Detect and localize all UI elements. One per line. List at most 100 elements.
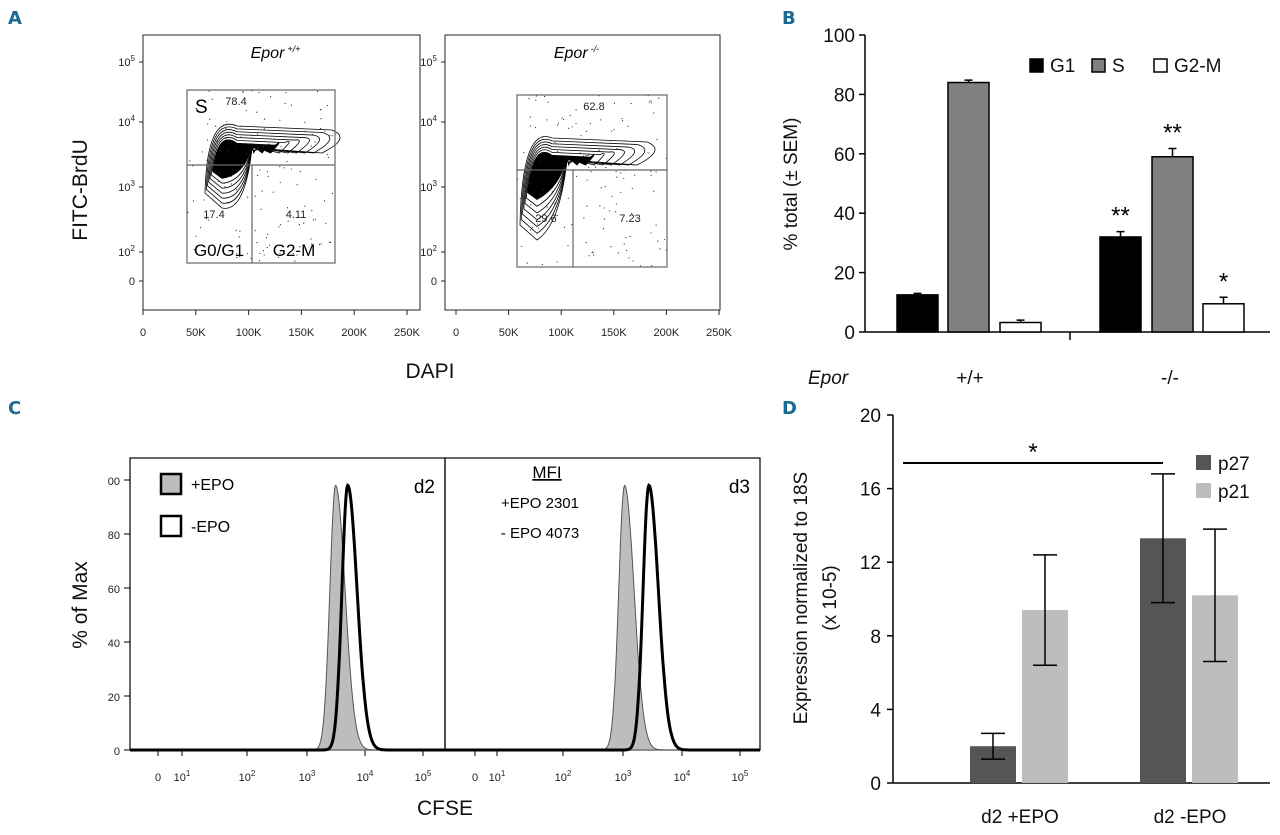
x-tick-label: 150K bbox=[601, 327, 627, 339]
event-dot bbox=[618, 252, 619, 253]
event-dot bbox=[332, 193, 333, 194]
event-dot bbox=[540, 194, 541, 195]
figure: A BC D0 50K 100K 150K 200K 250K010210310410578.… bbox=[0, 0, 1280, 835]
event-dot bbox=[664, 239, 665, 240]
y-tick-label: 8 bbox=[870, 627, 881, 648]
x-tick-label: 103 bbox=[299, 769, 316, 784]
event-dot bbox=[588, 167, 589, 168]
event-dot bbox=[227, 150, 228, 151]
event-dot bbox=[595, 167, 596, 168]
event-dot bbox=[219, 150, 220, 151]
event-dot bbox=[239, 236, 240, 237]
category-label: d2 +EPO bbox=[981, 807, 1059, 828]
gate-label-g2m: G2-M bbox=[273, 241, 316, 260]
event-dot bbox=[278, 226, 279, 227]
y-tick-label: 60 bbox=[108, 584, 120, 596]
event-dot bbox=[544, 96, 545, 97]
event-dot bbox=[616, 148, 617, 149]
event-dot bbox=[209, 119, 210, 120]
event-dot bbox=[651, 102, 652, 103]
event-dot bbox=[551, 193, 552, 194]
gate-value-g2m: 4.11 bbox=[286, 209, 307, 221]
event-dot bbox=[590, 171, 591, 172]
event-dot bbox=[589, 154, 590, 155]
event-dot bbox=[558, 123, 559, 124]
event-dot bbox=[621, 118, 622, 119]
event-dot bbox=[267, 247, 268, 248]
legend-label: +EPO bbox=[191, 477, 234, 494]
event-dot bbox=[586, 131, 587, 132]
y-tick-label: 40 bbox=[108, 638, 120, 650]
event-dot bbox=[315, 219, 316, 220]
event-dot bbox=[575, 109, 576, 110]
event-dot bbox=[520, 198, 521, 199]
legend-swatch-p27 bbox=[1196, 455, 1211, 470]
y-axis-label: % of Max bbox=[69, 561, 92, 649]
event-dot bbox=[610, 140, 611, 141]
event-dot bbox=[538, 161, 539, 162]
event-dot bbox=[247, 197, 248, 198]
significance-marker: * bbox=[1219, 268, 1228, 295]
x-tick-label: 200K bbox=[341, 327, 367, 339]
event-dot bbox=[632, 188, 633, 189]
event-dot bbox=[328, 157, 329, 158]
event-dot bbox=[564, 168, 565, 169]
event-dot bbox=[231, 183, 232, 184]
event-dot bbox=[554, 203, 555, 204]
event-dot bbox=[319, 244, 320, 245]
legend-swatch-1 bbox=[161, 516, 181, 536]
gate-value-g2m: 7.23 bbox=[619, 213, 640, 225]
plot-title-1: Epor -/- bbox=[554, 44, 599, 62]
event-dot bbox=[285, 92, 286, 93]
event-dot bbox=[547, 102, 548, 103]
gate-value-s: 62.8 bbox=[583, 101, 604, 113]
event-dot bbox=[546, 119, 547, 120]
y-tick-label: 00 bbox=[108, 476, 120, 488]
histogram-plus-epo bbox=[445, 485, 760, 750]
event-dot bbox=[321, 243, 322, 244]
event-dot bbox=[312, 134, 313, 135]
event-dot bbox=[613, 129, 614, 130]
y-axis-label-unit: (x 10-5) bbox=[820, 565, 841, 630]
x-tick-label: 250K bbox=[394, 327, 420, 339]
y-tick-label: 102 bbox=[420, 244, 437, 259]
event-dot bbox=[532, 227, 533, 228]
x-tick-label: 0 bbox=[472, 772, 478, 784]
event-dot bbox=[258, 147, 259, 148]
event-dot bbox=[212, 99, 213, 100]
event-dot bbox=[236, 189, 237, 190]
event-dot bbox=[297, 184, 298, 185]
event-dot bbox=[286, 161, 287, 162]
histogram-frame-0 bbox=[130, 458, 445, 750]
event-dot bbox=[649, 101, 650, 102]
event-dot bbox=[554, 142, 555, 143]
legend-label: S bbox=[1112, 56, 1125, 77]
event-dot bbox=[280, 182, 281, 183]
event-dot bbox=[611, 196, 612, 197]
event-dot bbox=[603, 228, 604, 229]
y-tick-label: 0 bbox=[114, 746, 120, 758]
event-dot bbox=[617, 160, 618, 161]
x-tick-label: 0 bbox=[453, 327, 459, 339]
event-dot bbox=[280, 224, 281, 225]
event-dot bbox=[530, 204, 531, 205]
event-dot bbox=[286, 139, 287, 140]
x-tick-label: 103 bbox=[615, 769, 632, 784]
event-dot bbox=[270, 96, 271, 97]
category-label: +/+ bbox=[956, 368, 983, 389]
mfi-title: MFI bbox=[532, 463, 561, 482]
event-dot bbox=[648, 152, 649, 153]
gate-value-s: 78.4 bbox=[225, 96, 246, 108]
event-dot bbox=[658, 98, 659, 99]
event-dot bbox=[267, 146, 268, 147]
y-tick-label: 104 bbox=[118, 114, 135, 129]
event-dot bbox=[217, 141, 218, 142]
event-dot bbox=[611, 130, 612, 131]
gate-label-s: S bbox=[195, 97, 208, 118]
event-dot bbox=[561, 180, 562, 181]
error-bar bbox=[1220, 297, 1228, 304]
event-dot bbox=[568, 198, 569, 199]
event-dot bbox=[304, 131, 305, 132]
event-dot bbox=[320, 118, 321, 119]
event-dot bbox=[620, 172, 621, 173]
